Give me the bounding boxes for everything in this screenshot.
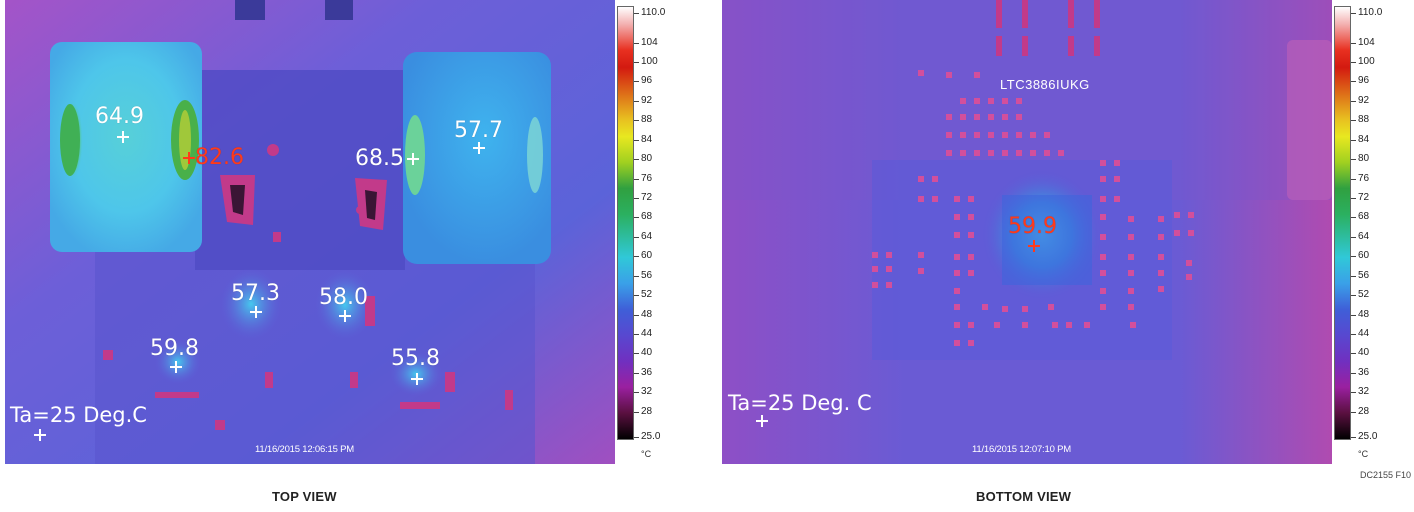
- temp-readout-fet-1: 57.3: [231, 281, 280, 306]
- crosshair-icon: [756, 415, 768, 427]
- crosshair-icon: [170, 361, 182, 373]
- temperature-color-scale-bottom: 110.0 104 100 96 92 88 84 80 76 72 68 64…: [1334, 0, 1414, 470]
- scale-tick-label: 32: [1358, 386, 1370, 397]
- scale-min-label: 25.0: [641, 431, 661, 442]
- temp-readout-fet-2: 58.0: [319, 285, 368, 310]
- crosshair-icon: [407, 153, 419, 165]
- scale-tick-label: 88: [1358, 114, 1370, 125]
- scale-tick-label: 52: [641, 289, 653, 300]
- scale-tick-label: 72: [641, 192, 653, 203]
- capture-timestamp: 11/16/2015 12:07:10 PM: [972, 444, 1071, 455]
- scale-tick-label: 52: [1358, 289, 1370, 300]
- scale-tick-label: 48: [641, 309, 653, 320]
- scale-tick-label: 68: [641, 211, 653, 222]
- temp-readout-hotspot: 82.6: [195, 145, 244, 170]
- caption-bottom-view: BOTTOM VIEW: [976, 489, 1072, 504]
- temp-readout-fet-3: 59.8: [150, 336, 199, 361]
- temp-readout-ic: 59.9: [1008, 214, 1057, 239]
- scale-tick-label: 28: [1358, 406, 1370, 417]
- scale-tick-label: 80: [641, 153, 653, 164]
- scale-tick-label: 56: [641, 270, 653, 281]
- capture-timestamp: 11/16/2015 12:06:15 PM: [255, 444, 354, 455]
- scale-tick-label: 100: [1358, 56, 1375, 67]
- chip-part-number-label: LTC3886IUKG: [1000, 77, 1090, 92]
- crosshair-icon: [339, 310, 351, 322]
- scale-tick-label: 64: [1358, 231, 1370, 242]
- scale-tick-label: 96: [641, 75, 653, 86]
- crosshair-icon: [117, 131, 129, 143]
- scale-tick-label: 60: [641, 250, 653, 261]
- scale-tick-label: 72: [1358, 192, 1370, 203]
- scale-tick-label: 44: [1358, 328, 1370, 339]
- scale-max-label: 110.0: [1358, 7, 1383, 18]
- scale-tick-label: 84: [1358, 134, 1370, 145]
- scale-tick-label: 36: [641, 367, 653, 378]
- color-scale-bar: [1334, 6, 1351, 440]
- temperature-color-scale-top: 110.0 104 100 96 92 88 84 80 76 72 68 64…: [617, 0, 699, 470]
- scale-tick-label: 28: [641, 406, 653, 417]
- scale-tick-label: 56: [1358, 270, 1370, 281]
- figure-id: DC2155 F10: [1360, 470, 1412, 480]
- scale-tick-label: 68: [1358, 211, 1370, 222]
- scale-tick-label: 40: [641, 347, 653, 358]
- scale-tick-label: 84: [641, 134, 653, 145]
- scale-tick-label: 60: [1358, 250, 1370, 261]
- ambient-temperature-label: Ta=25 Deg. C: [728, 391, 872, 415]
- scale-tick-label: 36: [1358, 367, 1370, 378]
- scale-tick-label: 88: [641, 114, 653, 125]
- scale-tick-label: 76: [641, 173, 653, 184]
- crosshair-icon: [1028, 240, 1040, 252]
- crosshair-icon: [411, 373, 423, 385]
- thermal-scene-top: [5, 0, 615, 464]
- temp-readout-inductor-left: 64.9: [95, 104, 144, 129]
- scale-tick-label: 92: [1358, 95, 1370, 106]
- scale-tick-label: 64: [641, 231, 653, 242]
- crosshair-icon: [250, 306, 262, 318]
- scale-tick-label: 104: [641, 37, 658, 48]
- scale-unit-label: °C: [641, 449, 652, 459]
- scale-tick-label: 44: [641, 328, 653, 339]
- scale-tick-label: 80: [1358, 153, 1370, 164]
- crosshair-icon: [183, 152, 195, 164]
- scale-tick-label: 100: [641, 56, 658, 67]
- scale-tick-label: 48: [1358, 309, 1370, 320]
- thermal-image-bottom: LTC3886IUKG 59.9 Ta=25 Deg. C 11/16/2015…: [722, 0, 1332, 464]
- crosshair-icon: [473, 142, 485, 154]
- thermal-image-top: 64.9 82.6 68.5 57.7 57.3 58.0 59.8 55.8 …: [5, 0, 615, 464]
- scale-max-label: 110.0: [641, 7, 666, 18]
- temp-readout-fet-4: 55.8: [391, 346, 440, 371]
- temp-readout-inductor-right: 57.7: [454, 118, 503, 143]
- scale-min-label: 25.0: [1358, 431, 1378, 442]
- ambient-temperature-label: Ta=25 Deg.C: [10, 403, 147, 427]
- scale-tick-label: 32: [641, 386, 653, 397]
- caption-top-view: TOP VIEW: [272, 489, 337, 504]
- scale-tick-label: 92: [641, 95, 653, 106]
- scale-tick-label: 76: [1358, 173, 1370, 184]
- scale-tick-label: 104: [1358, 37, 1375, 48]
- temp-readout-copper: 68.5: [355, 146, 404, 171]
- scale-tick-label: 96: [1358, 75, 1370, 86]
- crosshair-icon: [34, 429, 46, 441]
- thermal-scene-bottom: [722, 0, 1332, 464]
- scale-unit-label: °C: [1358, 449, 1369, 459]
- color-scale-bar: [617, 6, 634, 440]
- scale-tick-label: 40: [1358, 347, 1370, 358]
